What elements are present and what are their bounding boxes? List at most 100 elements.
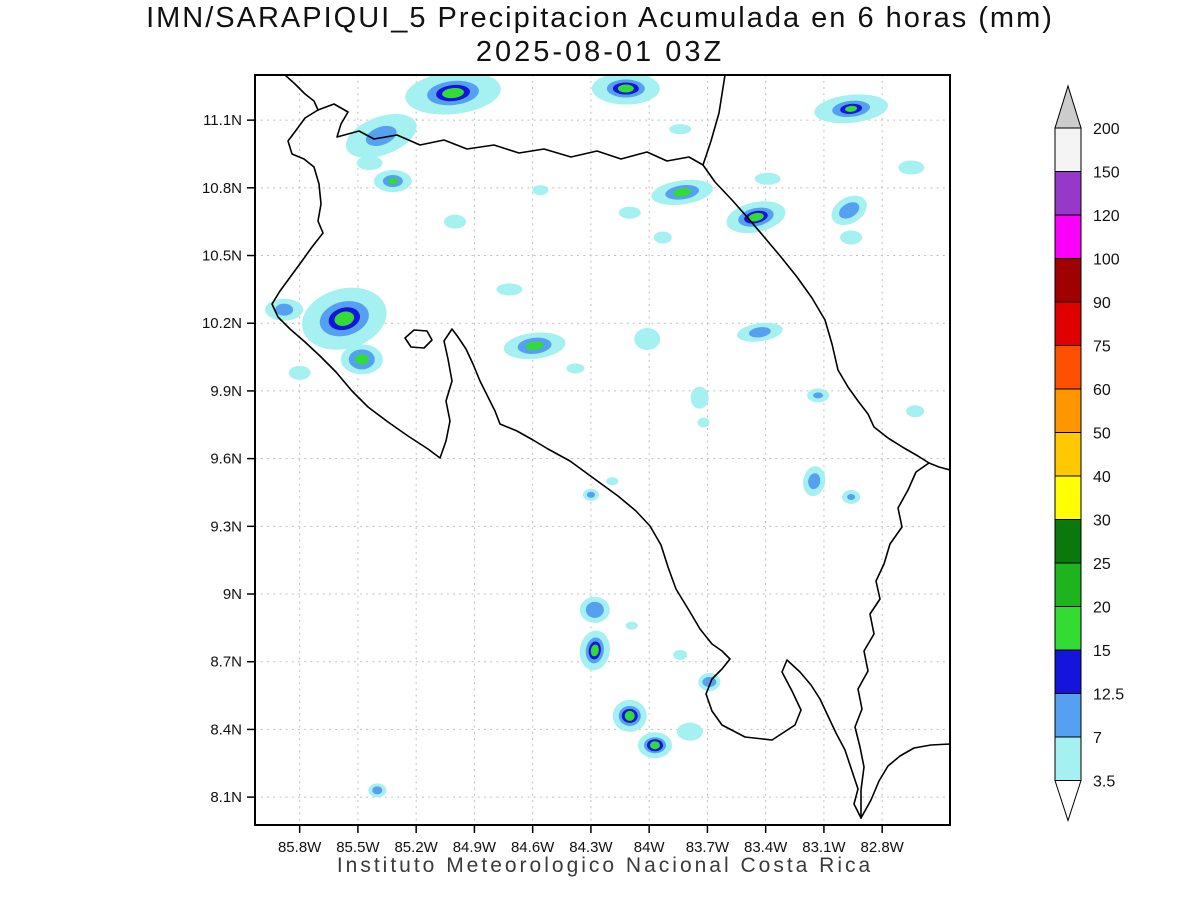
colorbar-boundary-label: 3.5 bbox=[1093, 774, 1115, 791]
precip-cell-level-3.5 bbox=[653, 231, 672, 244]
colorbar-boundary-label: 120 bbox=[1093, 208, 1120, 225]
precip-cell-level-7 bbox=[748, 327, 771, 338]
coastline-path bbox=[860, 743, 950, 819]
colorbar-boundary-label: 12.5 bbox=[1093, 687, 1124, 704]
colorbar-boundary-label: 90 bbox=[1093, 295, 1111, 312]
coastline-path bbox=[317, 103, 704, 166]
colorbar-overflow-top bbox=[1054, 84, 1082, 129]
colorbar-segment bbox=[1054, 432, 1082, 477]
precip-cell-level-3.5 bbox=[634, 328, 661, 351]
colorbar-segment bbox=[1054, 388, 1082, 433]
precip-cell-level-3.5 bbox=[754, 172, 781, 185]
precip-cell-level-3.5 bbox=[906, 405, 925, 418]
lat-tick-label: 8.7N bbox=[210, 654, 242, 671]
precip-cell-level-3.5 bbox=[356, 156, 383, 171]
coastline-path bbox=[702, 75, 726, 166]
lat-tick-label: 8.1N bbox=[210, 789, 242, 806]
precip-cell-level-3.5 bbox=[669, 124, 692, 135]
colorbar-boundary-label: 200 bbox=[1093, 121, 1120, 138]
precip-cell-level-7 bbox=[586, 491, 595, 498]
coastline-borders bbox=[271, 75, 950, 819]
precip-cell-level-7 bbox=[372, 786, 383, 795]
colorbar-boundary-label: 50 bbox=[1093, 426, 1111, 443]
precip-cell-level-3.5 bbox=[625, 621, 638, 630]
precip-cell-level-15 bbox=[525, 341, 544, 350]
colorbar-boundary-label: 15 bbox=[1093, 643, 1111, 660]
precip-cell-level-3.5 bbox=[840, 230, 863, 245]
plot-title-line2: 2025-08-01 03Z bbox=[475, 36, 725, 68]
precip-cell-level-15 bbox=[442, 87, 465, 99]
colorbar-boundary-label: 100 bbox=[1093, 252, 1120, 269]
colorbar-boundary-label: 150 bbox=[1093, 165, 1120, 182]
colorbar-segment bbox=[1054, 519, 1082, 564]
lat-tick-label: 10.8N bbox=[202, 180, 242, 197]
lon-tick-label: 85.2W bbox=[394, 839, 438, 856]
precip-cell-level-15 bbox=[624, 710, 635, 721]
colorbar-boundary-label: 7 bbox=[1093, 730, 1102, 747]
precip-cell-level-3.5 bbox=[566, 363, 585, 374]
precip-cell-level-3.5 bbox=[496, 283, 523, 296]
precip-cell-level-3.5 bbox=[676, 722, 703, 741]
precip-cell-level-7 bbox=[813, 392, 824, 399]
lat-tick-label: 8.4N bbox=[210, 721, 242, 738]
precip-cell-level-3.5 bbox=[673, 649, 688, 660]
precip-cell-level-3.5 bbox=[532, 185, 549, 196]
coastline-path bbox=[702, 164, 930, 464]
precip-cell-level-15 bbox=[387, 178, 398, 185]
precip-cell-level-7 bbox=[847, 493, 856, 500]
precip-cell-level-7 bbox=[275, 303, 294, 316]
colorbar-boundary-label: 60 bbox=[1093, 382, 1111, 399]
colorbar-boundary-label: 40 bbox=[1093, 469, 1111, 486]
lon-tick-label: 84.6W bbox=[511, 839, 555, 856]
colorbar-segment bbox=[1054, 214, 1082, 259]
precipitation-cells bbox=[265, 75, 925, 798]
axes: 11.1N 10.8N 10.5N 10.2N 9.9N 9.6N 9.3N 9N 8.7N 8.… bbox=[202, 112, 905, 856]
plot-title: IMN/SARAPIQUI_5 Precipitacion Acumulada … bbox=[0, 2, 1200, 69]
precip-cell-level-7 bbox=[808, 473, 821, 490]
colorbar-segment bbox=[1054, 171, 1082, 216]
coastline-path bbox=[854, 462, 930, 819]
lon-tick-label: 84.9W bbox=[453, 839, 497, 856]
lat-tick-label: 11.1N bbox=[203, 112, 242, 129]
colorbar-segment bbox=[1054, 693, 1082, 738]
coastline-path bbox=[928, 462, 950, 471]
colorbar-segment bbox=[1054, 736, 1082, 781]
lat-tick-label: 10.2N bbox=[202, 315, 242, 332]
colorbar-segment bbox=[1054, 345, 1082, 390]
lat-tick-label: 9.3N bbox=[210, 518, 242, 535]
precip-cell-level-7 bbox=[365, 125, 397, 147]
map-frame bbox=[254, 74, 951, 826]
precip-cell-level-3.5 bbox=[898, 160, 925, 175]
lon-tick-label: 85.5W bbox=[336, 839, 380, 856]
lon-tick-label: 82.8W bbox=[860, 839, 904, 856]
colorbar-segment bbox=[1054, 562, 1082, 607]
precip-cell-level-15 bbox=[673, 188, 692, 197]
lon-tick-label: 85.8W bbox=[278, 839, 322, 856]
graticule-grid bbox=[254, 74, 951, 826]
colorbar-boundary-label: 30 bbox=[1093, 513, 1111, 530]
precip-cell-level-3.5 bbox=[690, 386, 709, 409]
coastline-path bbox=[404, 329, 433, 349]
precip-cell-level-15 bbox=[649, 741, 660, 750]
colorbar-segment bbox=[1054, 606, 1082, 651]
precip-cell-level-7 bbox=[585, 601, 604, 618]
colorbar-boundary-label: 75 bbox=[1093, 339, 1111, 356]
plot-title-line1: IMN/SARAPIQUI_5 Precipitacion Acumulada … bbox=[146, 2, 1054, 34]
lat-tick-label: 9.6N bbox=[210, 451, 242, 468]
colorbar-segment bbox=[1054, 127, 1082, 172]
colorbar: 200 150 120 100 90 75 60 50 40 30 25 20 15 12.5 7 3.5 bbox=[1054, 84, 1124, 823]
colorbar-boundary-label: 25 bbox=[1093, 556, 1111, 573]
colorbar-segment bbox=[1054, 649, 1082, 694]
lon-tick-label: 84W bbox=[634, 839, 666, 856]
lat-tick-label: 10.5N bbox=[202, 248, 242, 265]
colorbar-segment bbox=[1054, 258, 1082, 303]
coastline-path bbox=[271, 109, 862, 819]
precip-cell-level-3.5 bbox=[443, 214, 466, 229]
precip-cell-level-7 bbox=[702, 677, 717, 688]
lon-tick-label: 84.3W bbox=[569, 839, 613, 856]
colorbar-segment bbox=[1054, 475, 1082, 520]
colorbar-segment bbox=[1054, 301, 1082, 346]
colorbar-boundary-label: 20 bbox=[1093, 600, 1111, 617]
